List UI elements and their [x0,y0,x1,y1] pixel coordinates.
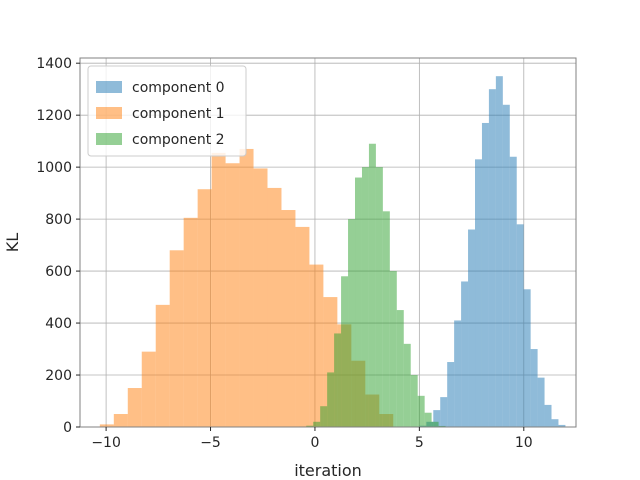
bar-s2-9 [361,167,369,427]
y-tick-label-0: 0 [63,420,72,436]
bar-s0-14 [516,224,524,427]
x-axis: −10 −5 0 5 10 [91,427,533,451]
x-tick-label-4: 10 [515,435,533,451]
y-tick-label-3: 600 [45,264,72,280]
legend-swatch-2 [96,133,122,145]
bar-s2-14 [396,310,404,427]
bar-s1-13 [281,210,296,427]
bar-s0-20 [558,424,566,427]
bar-s0-13 [509,156,517,428]
legend: component 0 component 1 component 2 [87,65,247,157]
bar-s2-8 [355,177,362,427]
legend-swatch-0 [96,81,122,93]
y-tick-label-4: 800 [45,212,72,228]
legend-box [87,65,247,157]
y-tick-label-6: 1200 [36,108,72,124]
bar-s0-5 [454,320,462,427]
bar-s0-17 [537,377,545,427]
bar-s0-19 [551,419,559,427]
bar-s1-5 [169,250,184,427]
bar-s0-6 [461,281,469,427]
bar-s0-2 [433,410,441,427]
bar-s0-4 [447,362,455,427]
y-tick-label-5: 1000 [36,160,72,176]
bar-s0-16 [530,349,538,427]
bar-s2-12 [382,211,390,427]
y-tick-label-7: 1400 [36,56,72,72]
bar-s1-0 [99,424,114,427]
bar-s1-8 [211,152,226,428]
bar-s1-10 [239,148,254,428]
bar-s2-16 [410,375,418,427]
bar-s2-3 [320,406,328,427]
bars [99,76,566,428]
plot-frame [79,57,577,428]
bar-s1-15 [309,264,324,427]
bar-s2-20 [438,425,446,427]
bar-s2-4 [327,372,335,427]
bar-s2-15 [403,343,411,427]
bar-s2-11 [375,167,383,427]
bar-s1-1 [113,414,128,427]
bar-s2-17 [417,395,425,427]
legend-label-2: component 2 [132,132,225,148]
bar-s0-12 [502,104,510,427]
bar-s0-15 [523,289,531,427]
series-0 [419,76,566,428]
bar-s0-3 [440,397,448,427]
x-axis-title: iteration [294,461,362,480]
y-axis-title: KL [3,233,22,252]
bar-s2-6 [341,276,349,427]
bar-s2-7 [348,219,356,427]
bar-s2-10 [368,143,376,427]
bar-s1-6 [183,217,198,427]
bar-s1-14 [295,226,310,427]
bar-s2-18 [424,412,432,427]
bar-s2-19 [431,421,439,427]
bar-s0-11 [495,76,503,428]
bar-s1-2 [127,388,142,427]
x-tick-label-1: −5 [200,435,221,451]
x-tick-label-3: 5 [415,435,424,451]
x-tick-label-0: −10 [91,435,121,451]
bar-s0-10 [488,89,496,427]
y-tick-label-1: 200 [45,368,72,384]
bar-s2-2 [313,421,321,427]
bar-s1-4 [155,304,170,427]
bar-s1-11 [253,168,268,428]
y-tick-label-2: 400 [45,316,72,332]
legend-label-1: component 1 [132,106,225,122]
legend-label-0: component 0 [132,80,225,96]
legend-swatch-1 [96,107,122,119]
bar-s2-5 [334,333,342,427]
x-tick-label-2: 0 [310,435,319,451]
bar-s0-7 [468,229,476,427]
series-2 [299,143,446,427]
bar-s2-1 [306,425,314,427]
bar-s2-13 [389,271,397,427]
y-axis: 0 200 400 600 800 1000 1200 1400 [36,56,80,436]
bar-s0-18 [544,404,552,427]
bar-s1-3 [141,351,156,427]
bar-s1-7 [197,189,212,427]
bar-s1-9 [225,163,240,427]
bar-s0-9 [481,122,489,428]
bar-s1-12 [267,187,282,427]
bar-s0-8 [475,159,482,427]
